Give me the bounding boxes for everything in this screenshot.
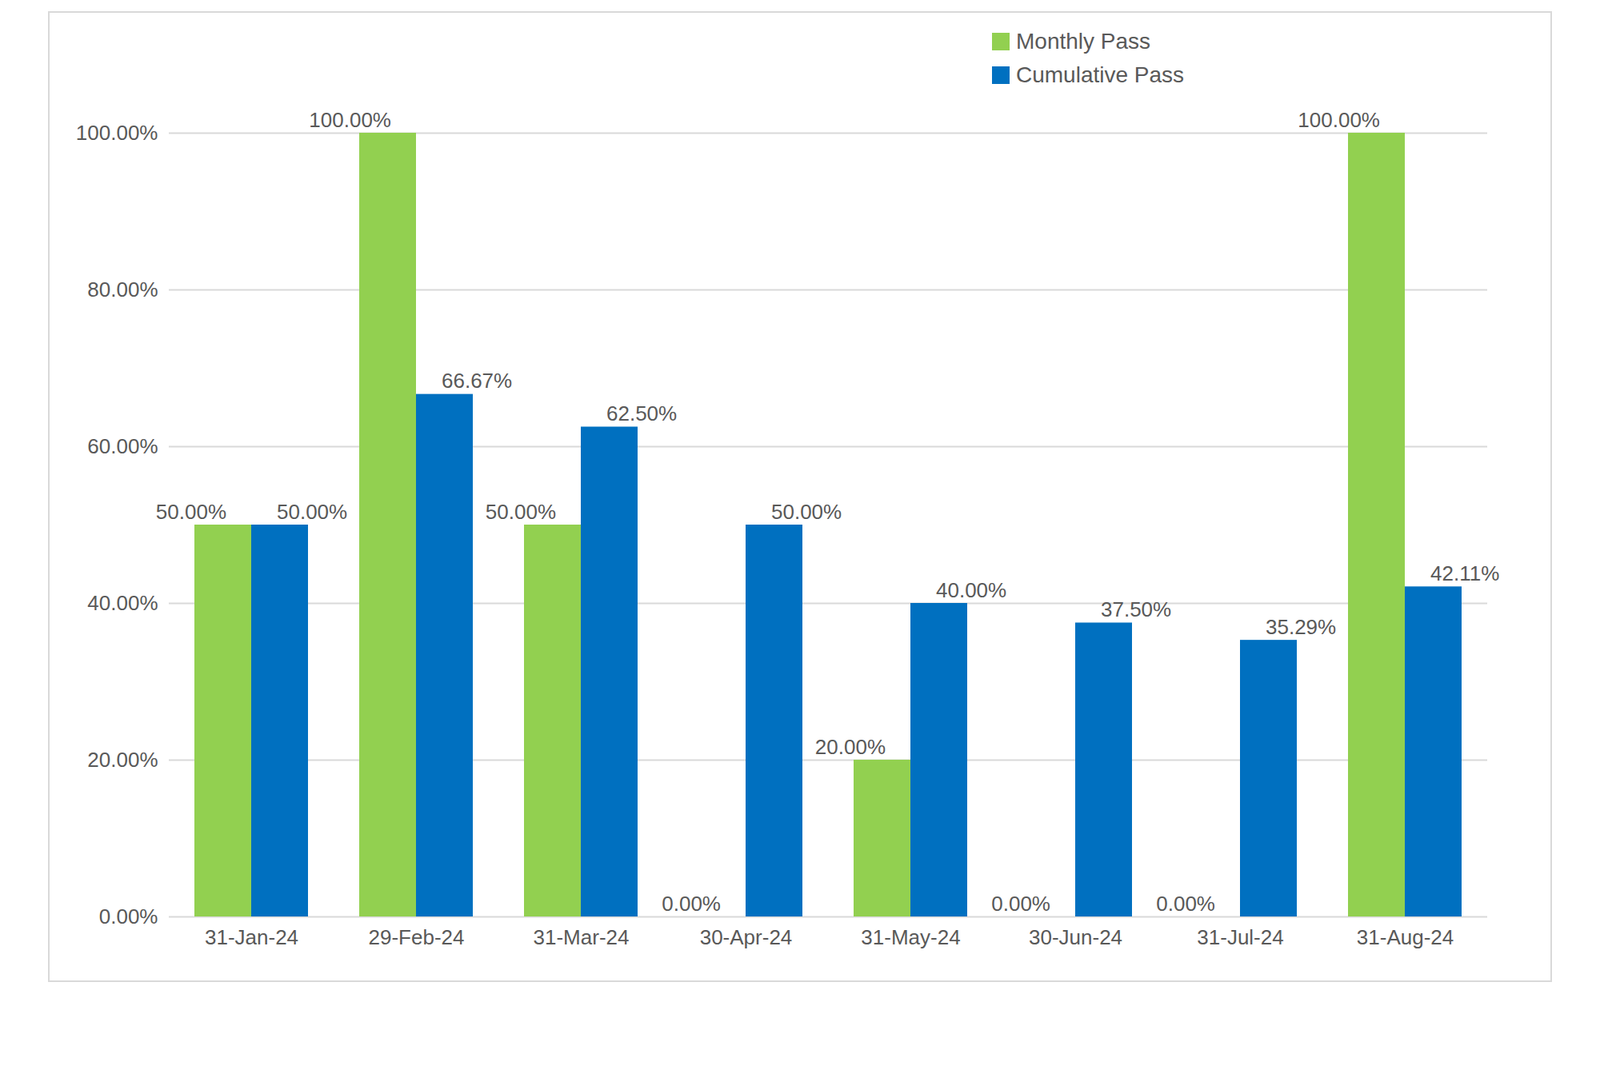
svg-text:35.29%: 35.29% [1265, 615, 1336, 640]
svg-text:31-Aug-24: 31-Aug-24 [1356, 925, 1454, 950]
svg-text:20.00%: 20.00% [87, 748, 158, 772]
svg-text:31-Jul-24: 31-Jul-24 [1196, 925, 1284, 950]
svg-text:31-Jan-24: 31-Jan-24 [204, 925, 299, 950]
svg-text:30-Jun-24: 30-Jun-24 [1028, 925, 1123, 950]
svg-text:0.00%: 0.00% [991, 892, 1051, 916]
svg-text:0.00%: 0.00% [1156, 892, 1216, 916]
svg-text:50.00%: 50.00% [156, 500, 227, 524]
svg-text:80.00%: 80.00% [87, 277, 158, 302]
svg-text:100.00%: 100.00% [1297, 108, 1380, 132]
svg-text:66.67%: 66.67% [441, 368, 512, 393]
svg-text:62.50%: 62.50% [606, 401, 677, 426]
svg-text:0.00%: 0.00% [99, 904, 159, 929]
svg-text:100.00%: 100.00% [308, 108, 392, 132]
svg-text:31-May-24: 31-May-24 [860, 925, 960, 950]
svg-text:50.00%: 50.00% [276, 500, 348, 524]
svg-text:20.00%: 20.00% [815, 735, 886, 760]
svg-text:31-Mar-24: 31-Mar-24 [533, 925, 630, 950]
svg-text:40.00%: 40.00% [87, 591, 158, 616]
svg-text:29-Feb-24: 29-Feb-24 [368, 925, 465, 950]
svg-text:50.00%: 50.00% [485, 500, 556, 524]
svg-text:50.00%: 50.00% [771, 500, 842, 524]
svg-text:42.11%: 42.11% [1430, 561, 1500, 586]
html-text:Monthly Pass: Monthly Pass [1016, 28, 1151, 54]
svg-text:0.00%: 0.00% [661, 892, 721, 916]
html-text:Cumulative Pass: Cumulative Pass [1016, 62, 1185, 88]
svg-text:100.00%: 100.00% [76, 120, 159, 145]
svg-text:37.50%: 37.50% [1100, 597, 1172, 622]
svg-text:40.00%: 40.00% [936, 578, 1007, 603]
svg-text:30-Apr-24: 30-Apr-24 [700, 925, 793, 950]
svg-text:60.00%: 60.00% [87, 434, 158, 459]
